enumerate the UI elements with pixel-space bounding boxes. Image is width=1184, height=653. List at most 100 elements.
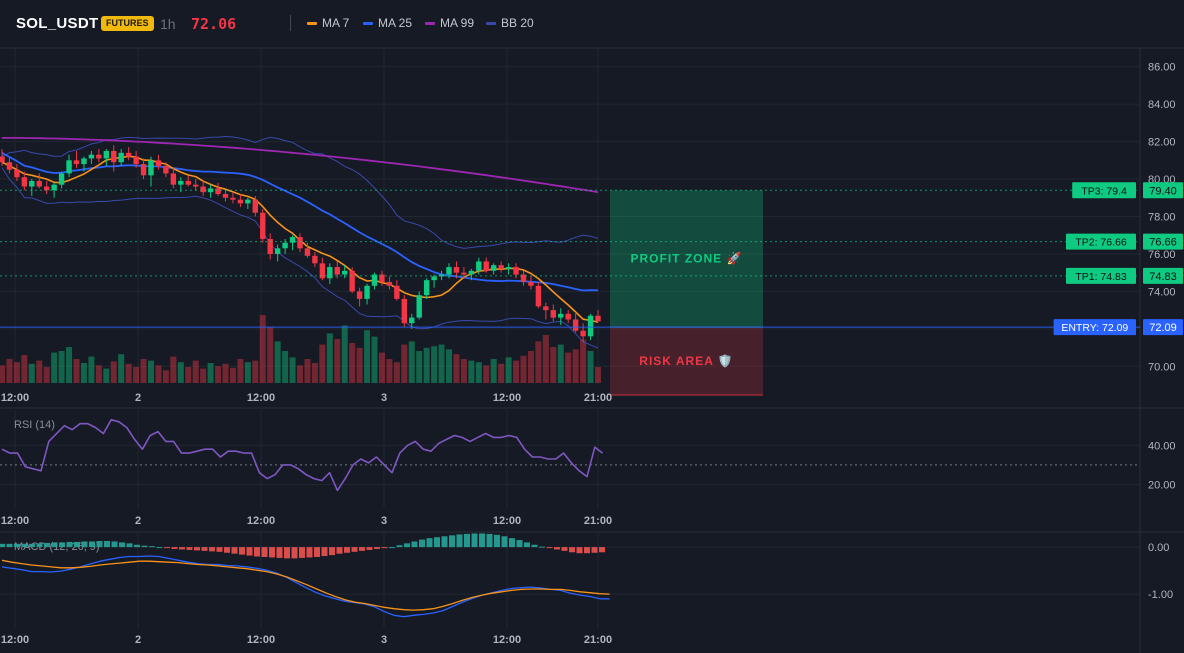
- macd-histogram-bar: [441, 536, 448, 548]
- macd-histogram-bar: [21, 543, 28, 548]
- ma99-swatch-icon: [425, 21, 435, 25]
- time-tick-label: 12:00: [247, 634, 275, 646]
- macd-histogram-bar: [284, 547, 290, 559]
- rsi-tick-label: 20.00: [1148, 479, 1176, 491]
- ma99-line: [2, 136, 599, 194]
- macd-histogram-bar: [254, 547, 260, 557]
- macd-histogram-bar: [576, 547, 583, 554]
- bb-lower-line: [1, 167, 599, 349]
- macd-histogram-bar: [156, 547, 163, 549]
- volume-bar: [21, 355, 28, 383]
- legend-bb20[interactable]: BB 20: [486, 16, 534, 30]
- macd-histogram-bar: [224, 547, 230, 553]
- volume-bar: [200, 368, 207, 383]
- volume-bar: [341, 325, 348, 383]
- volume-bar: [401, 344, 408, 383]
- volume-bar: [304, 359, 311, 383]
- candle-body: [193, 184, 199, 187]
- volume-bar: [289, 357, 296, 383]
- macd-histogram-bar: [276, 547, 283, 558]
- volume-bar: [408, 341, 415, 383]
- macd-histogram-bar: [29, 543, 35, 548]
- macd-signal-line: [1, 559, 610, 611]
- candle-body: [543, 306, 549, 311]
- rsi-title: RSI (14): [14, 419, 55, 431]
- candle-body: [453, 267, 460, 273]
- price-tick-label: 78.00: [1148, 212, 1176, 224]
- risk-zone: [610, 327, 763, 395]
- candle-body: [342, 270, 348, 275]
- price-tick-label: 86.00: [1148, 62, 1176, 74]
- volume-bar: [95, 365, 102, 383]
- volume-bar: [282, 351, 289, 383]
- futures-badge: FUTURES: [101, 16, 154, 31]
- candle-body: [483, 261, 489, 271]
- volume-bar: [557, 344, 564, 383]
- candle-body: [58, 173, 65, 185]
- candle-body: [200, 186, 206, 193]
- time-tick-label: 21:00: [584, 392, 612, 404]
- candle-body: [379, 274, 385, 283]
- candle-body: [349, 270, 355, 292]
- volume-bar: [498, 363, 505, 383]
- symbol-label[interactable]: SOL_USDT: [16, 15, 99, 32]
- candle-body: [587, 315, 594, 337]
- candle-body: [163, 165, 169, 174]
- time-tick-label: 21:00: [584, 515, 612, 527]
- candle-body: [0, 156, 5, 163]
- candle-body: [505, 267, 512, 269]
- level-tag-label: TP2: 76.66: [1075, 237, 1127, 249]
- volume-bar: [490, 359, 497, 383]
- volume-bar: [505, 357, 512, 383]
- volume-bar: [423, 347, 430, 383]
- macd-histogram-bar: [66, 541, 73, 548]
- macd-histogram-bar: [126, 543, 133, 548]
- candle-body: [215, 188, 221, 195]
- candle-body: [364, 285, 370, 299]
- header-divider: [290, 15, 291, 31]
- candle-body: [111, 150, 117, 163]
- candle-body: [125, 152, 132, 157]
- macd-histogram-bar: [299, 547, 305, 558]
- timeframe-label[interactable]: 1h: [160, 16, 176, 32]
- volume-bar: [595, 367, 601, 383]
- time-tick-label: 3: [381, 634, 387, 646]
- volume-bar: [215, 366, 222, 383]
- volume-bar: [446, 349, 452, 383]
- macd-histogram-bar: [591, 547, 598, 553]
- price-axis-tag: [1143, 267, 1183, 284]
- price-tick-label: 70.00: [1148, 361, 1176, 373]
- macd-histogram-bar: [486, 533, 493, 548]
- macd-histogram-bar: [194, 547, 200, 551]
- macd-histogram-bar: [141, 545, 148, 548]
- volume-bar: [334, 339, 341, 383]
- candle-body: [416, 295, 422, 318]
- candle-body: [73, 160, 80, 165]
- volume-bar: [110, 361, 117, 383]
- candle-body: [245, 199, 251, 204]
- time-tick-label: 12:00: [493, 515, 521, 527]
- candle-body: [282, 242, 288, 249]
- time-tick-label: 12:00: [247, 392, 275, 404]
- candle-body: [170, 173, 177, 185]
- candle-body: [140, 164, 147, 176]
- legend-ma7[interactable]: MA 7: [307, 16, 349, 30]
- legend-ma99[interactable]: MA 99: [425, 16, 474, 30]
- candle-body: [558, 313, 564, 318]
- candle-body: [274, 248, 281, 254]
- legend-ma25[interactable]: MA 25: [363, 16, 412, 30]
- candle-body: [409, 317, 415, 324]
- volume-bar: [513, 360, 520, 383]
- legend-label: MA 25: [378, 16, 413, 30]
- macd-histogram-bar: [351, 547, 358, 552]
- macd-histogram-bar: [186, 547, 193, 550]
- bb20-swatch-icon: [486, 21, 496, 25]
- volume-bar: [73, 359, 80, 383]
- macd-histogram-bar: [329, 547, 335, 556]
- candle-body: [498, 265, 504, 269]
- macd-histogram-bar: [149, 546, 155, 548]
- volume-bar: [177, 362, 184, 383]
- level-tag: [1066, 233, 1136, 250]
- time-tick-label: 12:00: [493, 392, 521, 404]
